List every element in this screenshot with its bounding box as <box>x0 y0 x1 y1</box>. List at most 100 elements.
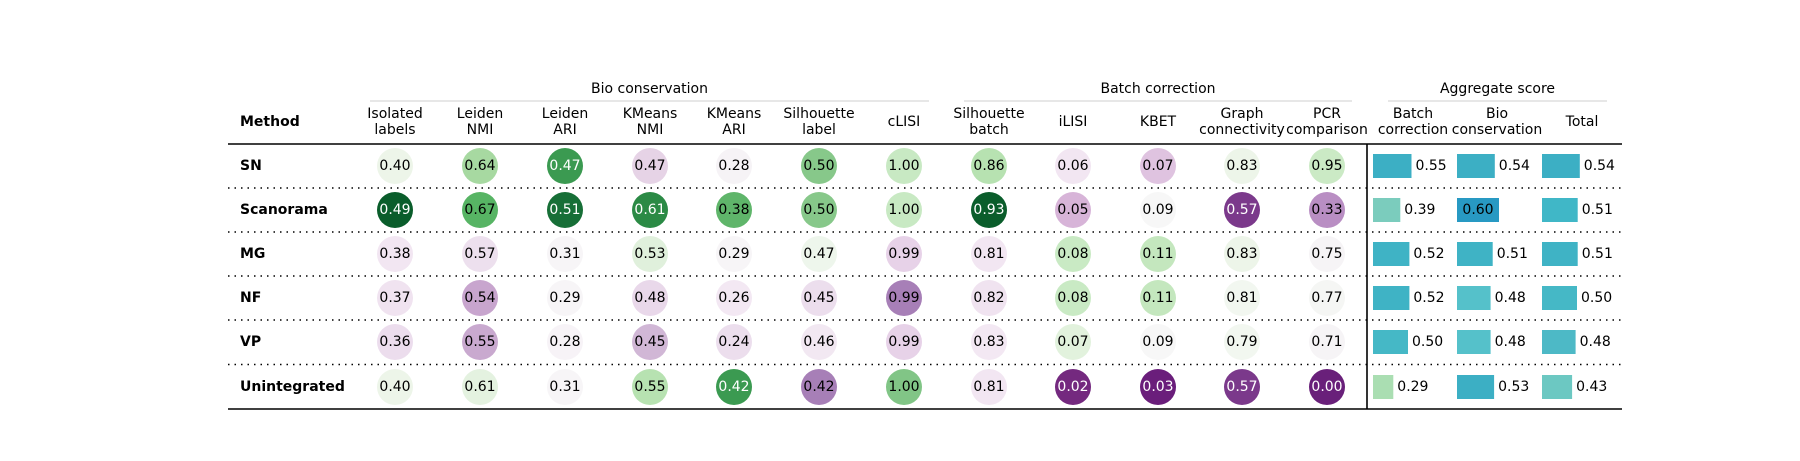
score-label: 0.75 <box>1311 246 1342 262</box>
score-label: 0.45 <box>803 290 834 306</box>
score-label: 0.24 <box>718 334 749 350</box>
score-circle <box>462 148 498 184</box>
score-label: 0.08 <box>1057 290 1088 306</box>
score-circle <box>971 192 1007 228</box>
score-label: 1.00 <box>888 202 919 218</box>
score-circle <box>716 192 752 228</box>
method-label: SN <box>240 158 262 174</box>
bar-label: 0.52 <box>1413 290 1444 306</box>
score-bar <box>1542 375 1573 399</box>
bar-label: 0.54 <box>1499 158 1530 174</box>
group-header: Bio conservation <box>591 81 708 97</box>
score-label: 0.61 <box>464 379 495 395</box>
score-label: 0.07 <box>1142 158 1173 174</box>
score-circle <box>801 148 837 184</box>
score-label: 0.81 <box>973 246 1004 262</box>
column-header: Bio <box>1486 106 1508 122</box>
score-label: 0.47 <box>803 246 834 262</box>
score-circle <box>1309 369 1345 405</box>
score-label: 1.00 <box>888 379 919 395</box>
score-label: 0.82 <box>973 290 1004 306</box>
score-label: 0.47 <box>634 158 665 174</box>
score-label: 0.45 <box>634 334 665 350</box>
score-label: 0.49 <box>379 202 410 218</box>
score-circle <box>1224 236 1260 272</box>
score-label: 0.31 <box>549 379 580 395</box>
score-circle <box>462 280 498 316</box>
score-circle <box>716 369 752 405</box>
score-label: 0.77 <box>1311 290 1342 306</box>
score-bar <box>1457 154 1495 178</box>
column-header: labels <box>374 122 415 138</box>
score-label: 0.55 <box>464 334 495 350</box>
column-header: cLISI <box>888 114 921 130</box>
score-label: 0.09 <box>1142 334 1173 350</box>
score-circle <box>1140 192 1176 228</box>
score-circle <box>377 236 413 272</box>
column-header: batch <box>969 122 1009 138</box>
score-circle <box>547 192 583 228</box>
bar-label: 0.39 <box>1404 202 1435 218</box>
score-circle <box>377 280 413 316</box>
bar-label: 0.52 <box>1413 246 1444 262</box>
bar-label: 0.48 <box>1495 290 1526 306</box>
score-label: 0.50 <box>803 202 834 218</box>
score-circle <box>801 369 837 405</box>
bar-label: 0.51 <box>1582 202 1613 218</box>
score-circle <box>1140 324 1176 360</box>
score-circle <box>886 280 922 316</box>
score-label: 0.29 <box>718 246 749 262</box>
bar-label: 0.48 <box>1495 334 1526 350</box>
bar-label: 0.51 <box>1497 246 1528 262</box>
score-label: 0.31 <box>549 246 580 262</box>
score-bar <box>1542 242 1578 266</box>
score-circle <box>632 324 668 360</box>
score-circle <box>1224 369 1260 405</box>
column-header: KBET <box>1140 114 1177 130</box>
score-label: 0.08 <box>1057 246 1088 262</box>
score-label: 0.71 <box>1311 334 1342 350</box>
score-circle <box>1140 369 1176 405</box>
score-circle <box>1055 324 1091 360</box>
score-circle <box>1055 280 1091 316</box>
score-circle <box>547 280 583 316</box>
score-label: 0.11 <box>1142 290 1173 306</box>
score-bar <box>1542 198 1578 222</box>
score-circle <box>632 192 668 228</box>
score-label: 0.38 <box>379 246 410 262</box>
score-bar <box>1373 242 1410 266</box>
column-header: comparison <box>1286 122 1368 138</box>
score-label: 0.38 <box>718 202 749 218</box>
score-label: 0.54 <box>464 290 495 306</box>
score-circle <box>801 280 837 316</box>
score-circle <box>1055 369 1091 405</box>
score-bar <box>1542 330 1576 354</box>
score-label: 0.83 <box>1226 246 1257 262</box>
score-circle <box>886 324 922 360</box>
score-bar <box>1542 154 1580 178</box>
score-circle <box>547 148 583 184</box>
method-column-header: Method <box>240 114 300 130</box>
column-header: NMI <box>467 122 494 138</box>
column-header: Total <box>1565 114 1599 130</box>
score-label: 0.33 <box>1311 202 1342 218</box>
score-circle <box>377 369 413 405</box>
score-circle <box>377 148 413 184</box>
score-circle <box>1309 280 1345 316</box>
score-label: 0.47 <box>549 158 580 174</box>
score-label: 0.09 <box>1142 202 1173 218</box>
score-bar <box>1373 330 1408 354</box>
column-header: Leiden <box>542 106 588 122</box>
score-circle <box>971 148 1007 184</box>
score-circle <box>886 192 922 228</box>
score-circle <box>1055 192 1091 228</box>
score-circle <box>547 369 583 405</box>
score-label: 0.37 <box>379 290 410 306</box>
score-circle <box>547 324 583 360</box>
score-circle <box>1309 324 1345 360</box>
score-label: 0.93 <box>973 202 1004 218</box>
score-circle <box>377 192 413 228</box>
bar-label: 0.29 <box>1397 379 1428 395</box>
column-header: ARI <box>722 122 745 138</box>
bar-label: 0.53 <box>1498 379 1529 395</box>
